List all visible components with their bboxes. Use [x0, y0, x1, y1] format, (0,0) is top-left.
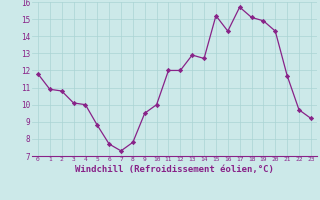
X-axis label: Windchill (Refroidissement éolien,°C): Windchill (Refroidissement éolien,°C) [75, 165, 274, 174]
